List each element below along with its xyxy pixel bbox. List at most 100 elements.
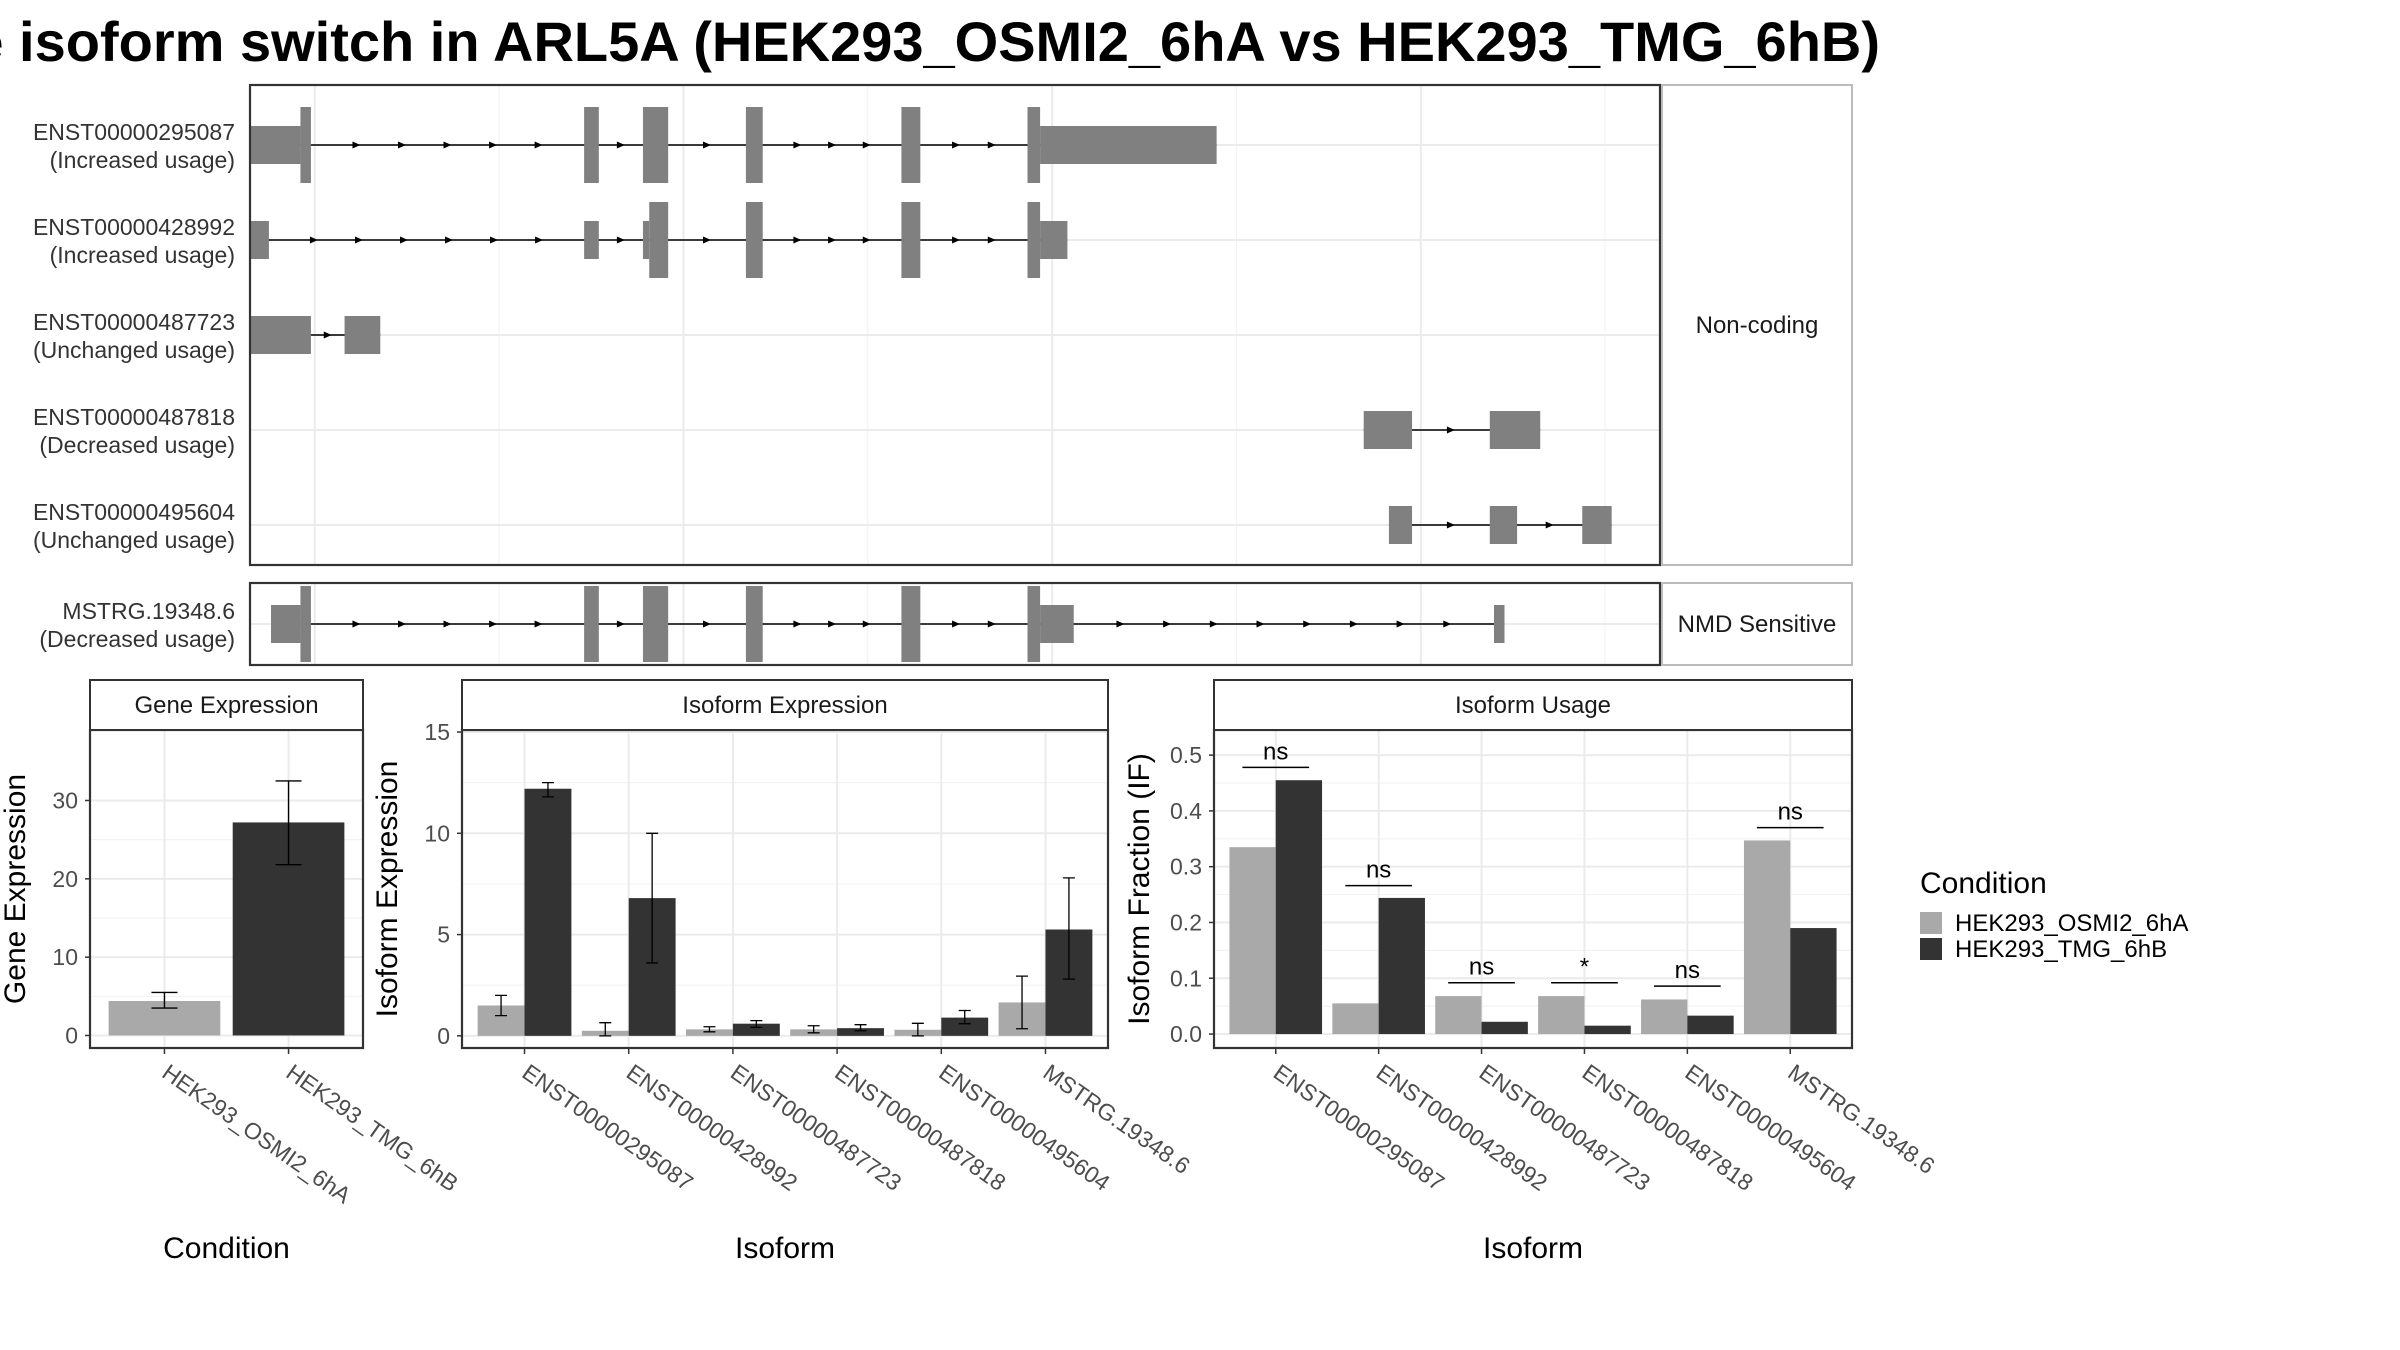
y-axis-title: Gene Expression [0,774,32,1004]
exon-block [271,605,301,643]
exon-block [1582,506,1612,544]
strand-arrow [793,141,802,149]
transcript-id-label: ENST00000428992 [33,214,235,240]
error-bar [958,1009,971,1025]
strand-arrow [1446,521,1455,529]
y-tick-label: 0.4 [1170,798,1202,824]
y-tick-label: 10 [52,944,78,970]
strand-arrow [793,620,802,628]
x-axis-title: Condition [163,1232,290,1265]
strand-arrow [323,331,332,339]
y-tick-label: 15 [424,719,450,745]
transcript-id-label: ENST00000487818 [33,404,235,430]
strand-arrow [352,620,361,628]
facet-strip-label: Non-coding [1696,312,1819,339]
strand-arrow [987,236,996,244]
facet-strip [1661,84,1853,566]
strand-arrow [1256,620,1265,628]
exon-block [250,126,301,164]
exon-block [1027,202,1041,278]
transcript-id-label: ENST00000295087 [33,119,235,145]
strand-arrow [616,236,625,244]
x-tick-label: ENST00000495604 [934,1059,1115,1196]
exon-block [250,221,269,259]
bar [1584,1025,1631,1035]
error-bar [854,1024,867,1032]
y-tick-label: 0.5 [1170,742,1202,768]
y-tick-label: 0.2 [1170,909,1202,935]
gene-structure-group: ENST00000295087(Increased usage) ENST0000… [33,83,1853,567]
bar [1435,996,1482,1035]
y-tick-label: 0.0 [1170,1021,1202,1047]
strand-arrow [1349,620,1358,628]
exon-block [1363,411,1413,449]
error-bar [646,832,659,964]
strand-arrow [490,236,499,244]
exon-block [745,107,763,183]
strand-arrow [534,620,543,628]
transcript-usage-label: (Increased usage) [50,147,235,173]
exon-block [1489,506,1518,544]
transcript-id-label: ENST00000487723 [33,309,235,335]
y-tick-label: 0 [65,1022,78,1048]
exon-block [642,107,669,183]
error-bar [750,1020,763,1028]
bar [837,1028,884,1036]
x-tick-label: ENST00000495604 [1680,1059,1861,1196]
exon-block [584,221,599,259]
exon-block [745,586,763,662]
exon-block [642,221,650,259]
bar [1641,999,1688,1035]
strand-arrow [1303,620,1312,628]
strand-arrow [352,141,361,149]
legend-swatch [1920,912,1942,934]
strand-arrow [703,141,712,149]
bar [1229,847,1276,1035]
facet-strip [89,679,364,731]
bar [1378,897,1425,1035]
exon-block [1027,586,1041,662]
bar-chart-panel: 0.0 0.1 0.2 0.3 0.4 0.5 ns ns ns * ns ns ENST0000029… [1123,679,1940,1265]
facet-strip [1661,582,1853,666]
panel-title: Isoform Expression [682,692,887,719]
facet-strip [461,679,1109,731]
strand-arrow [354,236,363,244]
x-tick-label: ENST00000487818 [1578,1059,1758,1196]
exon-block [901,586,921,662]
transcript-id-label: ENST00000495604 [33,499,235,525]
strand-arrow [534,141,543,149]
strand-arrow [862,620,871,628]
bar [1687,1015,1734,1035]
significance-label: ns [1778,799,1803,826]
legend-item-label: HEK293_TMG_6hB [1955,936,2167,963]
strand-arrow [1443,620,1452,628]
strand-arrow [828,236,837,244]
error-bar [599,1022,612,1037]
bar [686,1029,733,1036]
significance-label: ns [1366,857,1391,884]
y-tick-label: 20 [52,866,78,892]
strand-arrow [987,620,996,628]
facet-strip-label: NMD Sensitive [1678,611,1837,638]
bar-chart-panel: 051015ENST00000295087ENST00000428992ENST… [371,679,1195,1265]
y-tick-label: 0 [437,1023,450,1049]
error-bar [911,1022,924,1037]
panel-border [248,83,1662,567]
y-axis-title: Isoform Expression [371,761,404,1018]
exon-block [1040,126,1217,164]
exon-block [649,202,669,278]
legend-item-label: HEK293_OSMI2_6hA [1955,910,2188,937]
exon-block [1040,221,1068,259]
error-bar [703,1026,716,1033]
bar [1275,780,1323,1035]
error-bar [151,991,178,1009]
strand-arrow [489,141,498,149]
transcript-usage-label: (Decreased usage) [39,432,235,458]
page-title: The isoform switch in ARL5A (HEK293_OSMI… [0,6,1880,78]
y-tick-label: 5 [437,922,450,948]
transcript-id-label: MSTRG.19348.6 [62,598,235,624]
bar [941,1017,989,1036]
error-bar [1062,877,1075,980]
strand-arrow [952,620,961,628]
exon-block [1027,107,1041,183]
